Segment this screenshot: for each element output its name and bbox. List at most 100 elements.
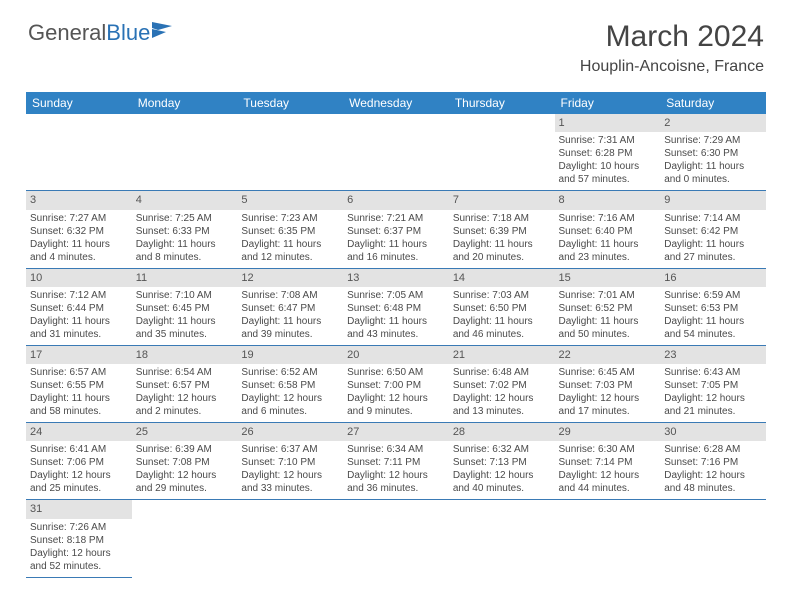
calendar-cell: 17Sunrise: 6:57 AMSunset: 6:55 PMDayligh… <box>26 345 132 422</box>
day-line: Sunrise: 7:08 AM <box>241 289 339 302</box>
day-line: and 13 minutes. <box>453 405 551 418</box>
day-number: 31 <box>26 500 132 518</box>
day-details: Sunrise: 7:03 AMSunset: 6:50 PMDaylight:… <box>449 287 555 345</box>
day-number: 2 <box>660 114 766 132</box>
day-line: and 23 minutes. <box>559 251 657 264</box>
day-line: Sunset: 6:48 PM <box>347 302 445 315</box>
day-number: 23 <box>660 346 766 364</box>
day-line: Daylight: 11 hours <box>347 315 445 328</box>
day-number: 4 <box>132 191 238 209</box>
day-line: Daylight: 11 hours <box>559 238 657 251</box>
calendar-cell: 13Sunrise: 7:05 AMSunset: 6:48 PMDayligh… <box>343 268 449 345</box>
day-line: Sunset: 7:16 PM <box>664 456 762 469</box>
day-number: 30 <box>660 423 766 441</box>
calendar-row: 1Sunrise: 7:31 AMSunset: 6:28 PMDaylight… <box>26 114 766 191</box>
day-details: Sunrise: 6:41 AMSunset: 7:06 PMDaylight:… <box>26 441 132 499</box>
day-details: Sunrise: 7:08 AMSunset: 6:47 PMDaylight:… <box>237 287 343 345</box>
day-line: Sunset: 6:35 PM <box>241 225 339 238</box>
day-line: Sunrise: 7:25 AM <box>136 212 234 225</box>
day-line: Sunrise: 6:41 AM <box>30 443 128 456</box>
day-line: Sunset: 6:53 PM <box>664 302 762 315</box>
day-line: Daylight: 12 hours <box>136 392 234 405</box>
day-line: Daylight: 11 hours <box>664 160 762 173</box>
day-details: Sunrise: 6:59 AMSunset: 6:53 PMDaylight:… <box>660 287 766 345</box>
day-line: Sunrise: 6:37 AM <box>241 443 339 456</box>
day-number: 29 <box>555 423 661 441</box>
calendar-cell: 26Sunrise: 6:37 AMSunset: 7:10 PMDayligh… <box>237 423 343 500</box>
day-details: Sunrise: 7:21 AMSunset: 6:37 PMDaylight:… <box>343 210 449 268</box>
day-line: Daylight: 12 hours <box>559 469 657 482</box>
day-line: Daylight: 12 hours <box>453 469 551 482</box>
day-line: Sunrise: 6:57 AM <box>30 366 128 379</box>
day-line: Sunset: 6:47 PM <box>241 302 339 315</box>
day-line: Daylight: 10 hours <box>559 160 657 173</box>
weekday-header: Friday <box>555 92 661 114</box>
weekday-header: Sunday <box>26 92 132 114</box>
day-line: and 6 minutes. <box>241 405 339 418</box>
weekday-header: Saturday <box>660 92 766 114</box>
day-line: and 16 minutes. <box>347 251 445 264</box>
day-number: 21 <box>449 346 555 364</box>
day-line: and 12 minutes. <box>241 251 339 264</box>
day-number: 20 <box>343 346 449 364</box>
day-line: Sunset: 7:14 PM <box>559 456 657 469</box>
day-line: Sunset: 6:44 PM <box>30 302 128 315</box>
day-line: Daylight: 11 hours <box>30 315 128 328</box>
day-line: Sunset: 6:50 PM <box>453 302 551 315</box>
day-details: Sunrise: 6:48 AMSunset: 7:02 PMDaylight:… <box>449 364 555 422</box>
day-line: Sunrise: 6:48 AM <box>453 366 551 379</box>
day-line: Sunrise: 6:43 AM <box>664 366 762 379</box>
calendar-cell: 12Sunrise: 7:08 AMSunset: 6:47 PMDayligh… <box>237 268 343 345</box>
calendar-cell: 28Sunrise: 6:32 AMSunset: 7:13 PMDayligh… <box>449 423 555 500</box>
day-details: Sunrise: 7:10 AMSunset: 6:45 PMDaylight:… <box>132 287 238 345</box>
day-number: 19 <box>237 346 343 364</box>
calendar-cell: 27Sunrise: 6:34 AMSunset: 7:11 PMDayligh… <box>343 423 449 500</box>
calendar-cell <box>343 114 449 191</box>
calendar-cell <box>26 114 132 191</box>
day-details: Sunrise: 6:39 AMSunset: 7:08 PMDaylight:… <box>132 441 238 499</box>
calendar-cell: 7Sunrise: 7:18 AMSunset: 6:39 PMDaylight… <box>449 191 555 268</box>
day-number: 17 <box>26 346 132 364</box>
day-line: and 9 minutes. <box>347 405 445 418</box>
day-details: Sunrise: 6:43 AMSunset: 7:05 PMDaylight:… <box>660 364 766 422</box>
day-line: and 43 minutes. <box>347 328 445 341</box>
calendar-cell: 22Sunrise: 6:45 AMSunset: 7:03 PMDayligh… <box>555 345 661 422</box>
calendar-cell: 20Sunrise: 6:50 AMSunset: 7:00 PMDayligh… <box>343 345 449 422</box>
day-line: and 58 minutes. <box>30 405 128 418</box>
day-details: Sunrise: 6:50 AMSunset: 7:00 PMDaylight:… <box>343 364 449 422</box>
day-line: Sunset: 6:58 PM <box>241 379 339 392</box>
day-line: Sunset: 6:45 PM <box>136 302 234 315</box>
day-line: and 8 minutes. <box>136 251 234 264</box>
day-line: Daylight: 11 hours <box>30 238 128 251</box>
day-details: Sunrise: 7:05 AMSunset: 6:48 PMDaylight:… <box>343 287 449 345</box>
day-number: 18 <box>132 346 238 364</box>
day-line: Daylight: 12 hours <box>664 392 762 405</box>
day-line: and 40 minutes. <box>453 482 551 495</box>
day-line: Sunset: 6:39 PM <box>453 225 551 238</box>
day-line: and 46 minutes. <box>453 328 551 341</box>
day-line: Sunrise: 6:30 AM <box>559 443 657 456</box>
calendar-cell: 23Sunrise: 6:43 AMSunset: 7:05 PMDayligh… <box>660 345 766 422</box>
day-line: and 25 minutes. <box>30 482 128 495</box>
day-line: Daylight: 12 hours <box>241 469 339 482</box>
day-line: Sunset: 6:52 PM <box>559 302 657 315</box>
calendar-cell: 25Sunrise: 6:39 AMSunset: 7:08 PMDayligh… <box>132 423 238 500</box>
day-line: Sunset: 7:10 PM <box>241 456 339 469</box>
day-line: Daylight: 12 hours <box>559 392 657 405</box>
day-details: Sunrise: 6:34 AMSunset: 7:11 PMDaylight:… <box>343 441 449 499</box>
calendar-cell: 16Sunrise: 6:59 AMSunset: 6:53 PMDayligh… <box>660 268 766 345</box>
day-line: and 4 minutes. <box>30 251 128 264</box>
day-line: Sunrise: 7:12 AM <box>30 289 128 302</box>
calendar-body: 1Sunrise: 7:31 AMSunset: 6:28 PMDaylight… <box>26 114 766 577</box>
day-details: Sunrise: 7:25 AMSunset: 6:33 PMDaylight:… <box>132 210 238 268</box>
day-number: 3 <box>26 191 132 209</box>
day-number: 24 <box>26 423 132 441</box>
day-details: Sunrise: 7:01 AMSunset: 6:52 PMDaylight:… <box>555 287 661 345</box>
day-line: Sunrise: 7:29 AM <box>664 134 762 147</box>
day-number: 22 <box>555 346 661 364</box>
day-line: and 35 minutes. <box>136 328 234 341</box>
day-line: Sunrise: 7:31 AM <box>559 134 657 147</box>
day-number: 5 <box>237 191 343 209</box>
logo: GeneralBlue <box>28 20 174 46</box>
day-line: Sunrise: 6:45 AM <box>559 366 657 379</box>
